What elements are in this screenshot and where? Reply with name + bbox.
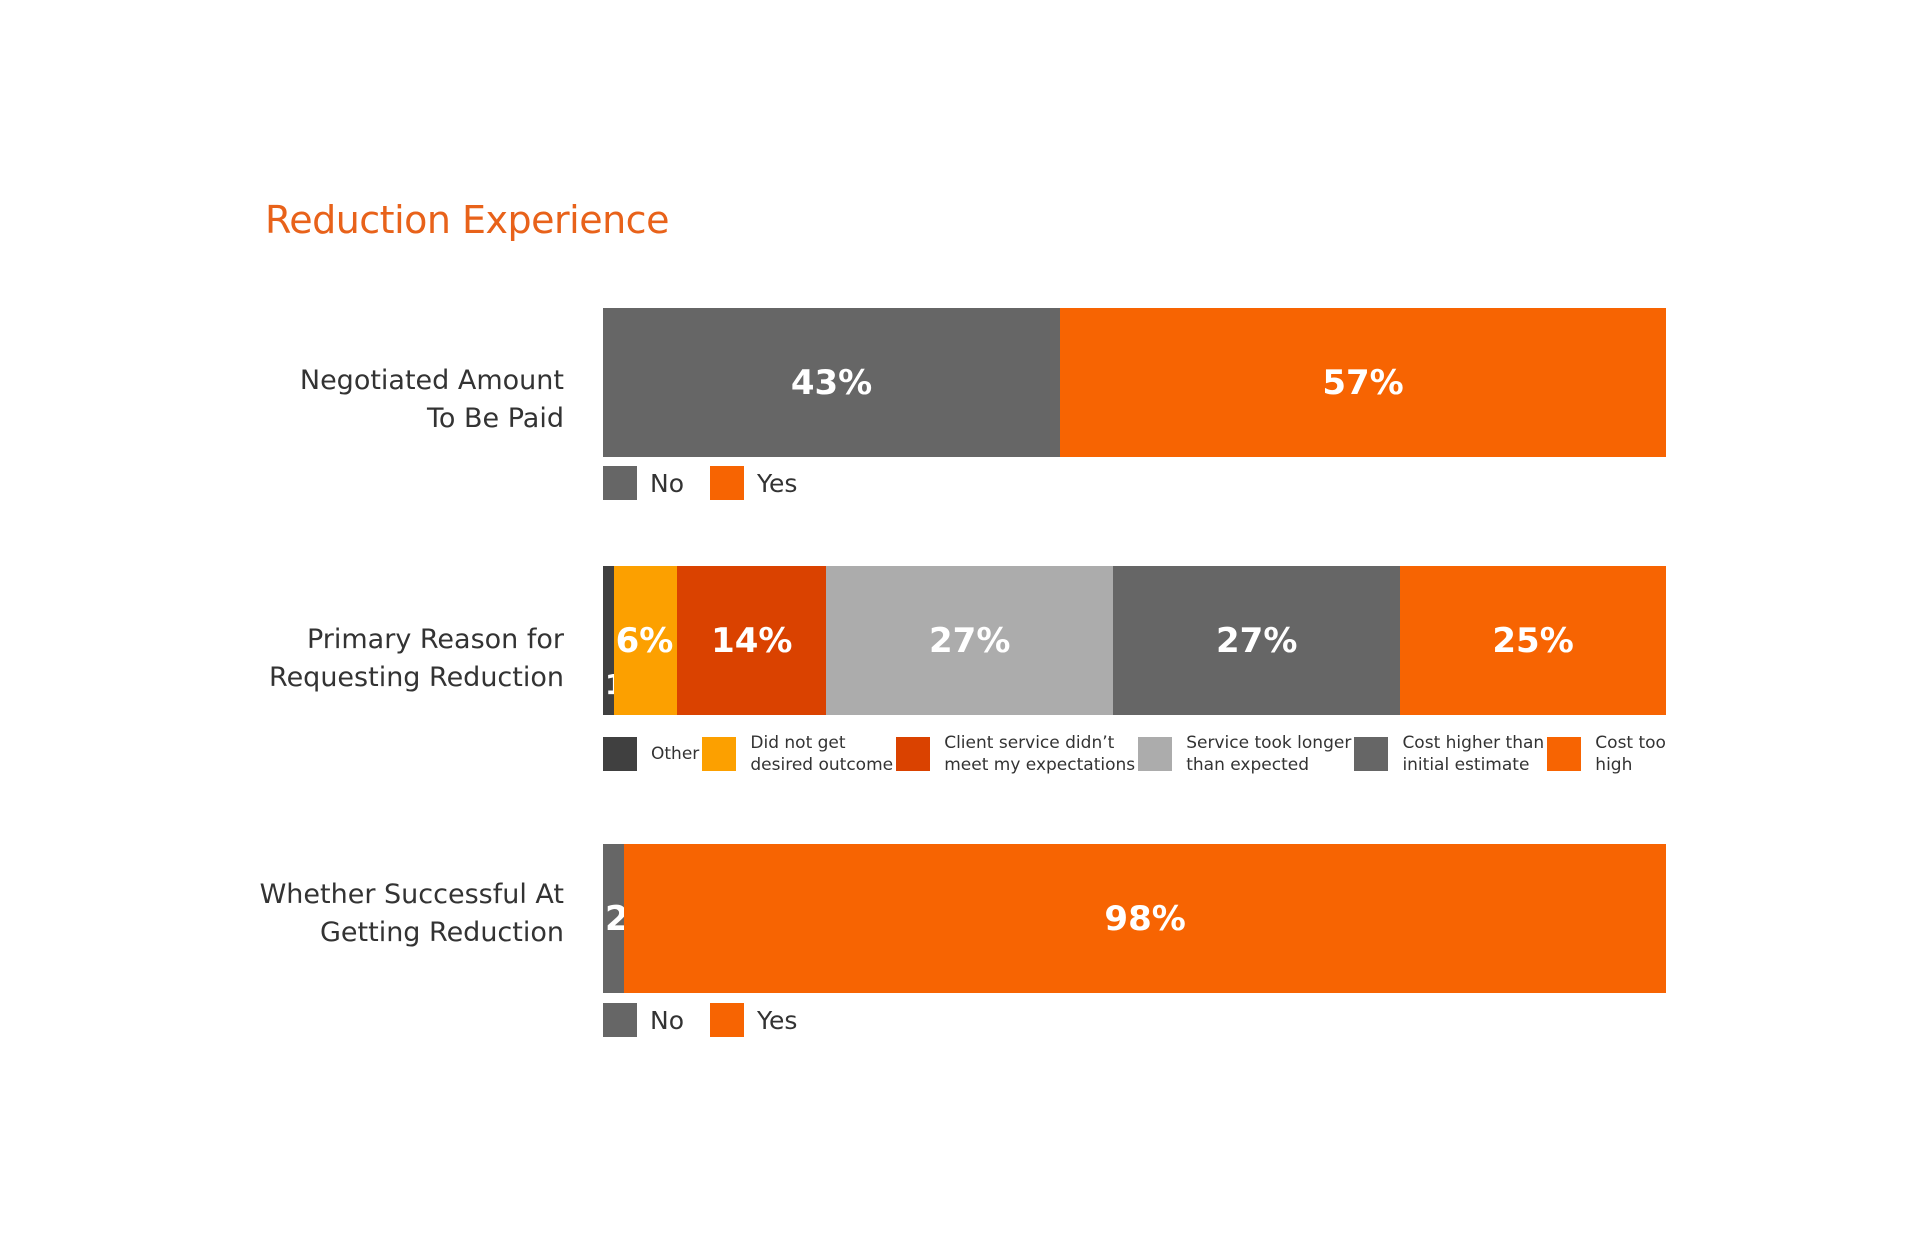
data-label: 25%: [1492, 620, 1574, 661]
bar-successful-reduction: 2% 98%: [603, 844, 1666, 993]
bar-segment-cost-too-high: 25%: [1400, 566, 1666, 715]
legend-item-did-not-get-desired-outcome: Did not get desired outcome: [702, 732, 893, 776]
bar-segment-yes: 57%: [1060, 308, 1666, 457]
legend-item-cost-too-high: Cost too high: [1547, 732, 1666, 776]
bar-segment-no: 43%: [603, 308, 1061, 457]
data-label: 27%: [929, 620, 1011, 661]
legend-label: Cost higher than initial estimate: [1402, 733, 1545, 775]
data-label: 43%: [790, 362, 873, 403]
legend-item-other: Other: [603, 737, 699, 771]
legend-swatch: [702, 737, 737, 771]
row-label-primary-reason: Primary Reason for Requesting Reduction: [269, 624, 564, 693]
legend-swatch: [603, 737, 637, 771]
row-label-negotiated: Negotiated Amount To Be Paid: [299, 365, 564, 434]
legend-swatch: [603, 466, 637, 500]
legend-item-no: No: [603, 1003, 684, 1037]
legend-swatch: [1354, 737, 1389, 771]
legend-swatch: [603, 1003, 637, 1037]
legend-item-yes: Yes: [710, 466, 797, 500]
data-label: 27%: [1216, 620, 1298, 661]
bar-segment-service-took-longer-than-expected: 27%: [826, 566, 1114, 715]
bar-primary-reason: 1%6% 14% 27% 27% 25%: [603, 566, 1666, 715]
bar-segment-did-not-get-desired-outcome: 6%: [613, 566, 678, 715]
data-label: 57%: [1322, 362, 1404, 403]
bar-segment-client-service-didn-t-meet-my-expectations: 14%: [677, 566, 827, 715]
legend-label: Cost too high: [1595, 733, 1666, 775]
bar-segment-no: 2%: [603, 844, 663, 993]
legend-item-yes: Yes: [710, 1003, 797, 1037]
bar-segment-other: 1%: [603, 566, 653, 715]
data-label: 6%: [615, 620, 674, 661]
legend-primary-reason: Other Did not get desired outcome Client s…: [603, 732, 1666, 776]
legend-negotiated-amount: No Yes: [603, 466, 823, 500]
legend-item-client-service-didn-t-meet-my-expectations: Client service didn’t meet my expectatio…: [896, 732, 1135, 776]
legend-label: Service took longer than expected: [1186, 733, 1352, 775]
legend-label: Client service didn’t meet my expectatio…: [944, 733, 1136, 775]
legend-item-cost-higher-than-initial-estimate: Cost higher than initial estimate: [1354, 732, 1544, 776]
legend-label: Yes: [757, 1005, 798, 1035]
legend-successful-reduction: No Yes: [603, 1003, 823, 1037]
legend-item-no: No: [603, 466, 684, 500]
chart-title: Reduction Experience: [265, 198, 669, 242]
data-label: 98%: [1104, 898, 1186, 939]
bar-segment-cost-higher-than-initial-estimate: 27%: [1113, 566, 1401, 715]
bar-segment-yes: 98%: [624, 844, 1666, 993]
legend-item-service-took-longer-than-expected: Service took longer than expected: [1138, 732, 1351, 776]
bar-negotiated-amount: 43% 57%: [603, 308, 1666, 457]
legend-label: Yes: [757, 468, 798, 498]
legend-swatch: [1138, 737, 1173, 771]
legend-label: No: [650, 1005, 684, 1035]
legend-label: Other: [651, 744, 700, 764]
data-label: 14%: [711, 620, 793, 661]
legend-swatch: [710, 466, 744, 500]
legend-swatch: [1547, 737, 1582, 771]
row-label-successful: Whether Successful At Getting Reduction: [259, 879, 564, 948]
legend-label: No: [650, 468, 684, 498]
legend-swatch: [896, 737, 931, 771]
legend-swatch: [710, 1003, 744, 1037]
legend-label: Did not get desired outcome: [750, 733, 894, 775]
